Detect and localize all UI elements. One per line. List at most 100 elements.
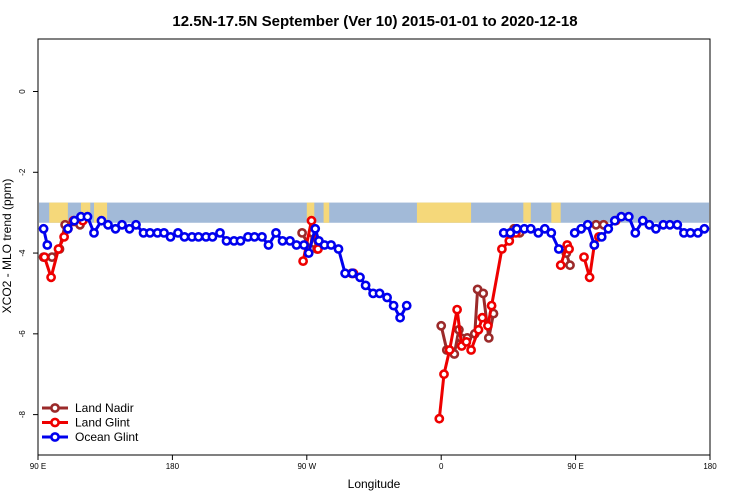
data-point-ocean-glint [63, 223, 73, 234]
data-point-ocean-glint [374, 288, 385, 299]
data-point-ocean-glint [38, 223, 49, 234]
data-point-ocean-glint [360, 280, 371, 291]
data-point-ocean-glint [637, 215, 648, 226]
data-point-ocean-glint [110, 223, 121, 234]
data-point-ocean-glint [271, 227, 281, 238]
data-point-ocean-glint [285, 235, 295, 246]
data-point-land-nadir [565, 260, 575, 271]
data-point-land-glint [452, 304, 462, 315]
data-point-ocean-glint [131, 219, 141, 230]
legend-label: Land Glint [75, 416, 130, 430]
data-point-land-glint [555, 260, 566, 271]
data-point-ocean-glint [533, 227, 544, 238]
series-line-land-glint [437, 231, 518, 419]
data-point-ocean-glint [553, 244, 564, 254]
data-point-ocean-glint [221, 235, 232, 246]
land-band-0 [49, 202, 68, 223]
data-point-land-nadir [483, 332, 494, 343]
data-point-ocean-glint [539, 223, 550, 234]
data-point-land-glint [564, 244, 574, 254]
data-point-land-nadir [591, 219, 601, 230]
data-point-ocean-glint [303, 248, 314, 258]
data-point-ocean-glint [355, 272, 365, 283]
data-point-ocean-glint [685, 227, 696, 238]
data-point-land-glint [486, 300, 497, 311]
data-point-ocean-glint [179, 231, 190, 242]
data-point-ocean-glint [310, 223, 321, 234]
legend-label: Land Nadir [75, 401, 134, 415]
data-point-ocean-glint [644, 219, 655, 230]
y-axis-label: XCO2 - MLO trend (ppm) [0, 179, 14, 314]
data-point-ocean-glint [623, 211, 634, 222]
data-point-land-glint [59, 231, 69, 242]
data-point-land-glint [306, 215, 317, 226]
data-point-ocean-glint [249, 231, 260, 242]
data-point-ocean-glint [215, 227, 225, 238]
data-point-ocean-glint [651, 223, 661, 234]
x-axis-label: Longitude [348, 477, 401, 491]
data-point-ocean-glint [124, 223, 135, 234]
data-point-ocean-glint [89, 227, 99, 238]
data-point-land-glint [584, 272, 595, 283]
y-tick-label: 0 [18, 89, 27, 94]
data-point-land-glint [39, 252, 50, 262]
plot-frame [37, 38, 711, 456]
data-point-land-glint [473, 324, 484, 335]
data-point-ocean-glint [582, 219, 593, 230]
land-band-4 [323, 202, 330, 223]
land-band-3 [306, 202, 315, 223]
data-point-ocean-glint [82, 211, 93, 222]
y-tick-label: -8 [18, 411, 27, 419]
data-point-land-nadir [436, 320, 447, 331]
data-point-land-glint [496, 244, 507, 254]
legend-item-land-nadir: Land Nadir [42, 401, 134, 415]
data-point-ocean-glint [42, 240, 53, 250]
data-point-ocean-glint [299, 240, 309, 250]
data-point-land-glint [439, 369, 449, 380]
data-point-ocean-glint [165, 231, 176, 242]
data-point-ocean-glint [511, 223, 522, 234]
data-point-land-glint [504, 235, 515, 246]
x-tick-label: 180 [166, 462, 180, 471]
x-tick-label: 0 [439, 462, 444, 471]
data-point-ocean-glint [596, 231, 607, 242]
data-series [38, 211, 710, 424]
data-point-ocean-glint [525, 223, 536, 234]
data-point-ocean-glint [395, 312, 405, 323]
land-band-7 [551, 202, 561, 223]
data-point-ocean-glint [103, 219, 113, 230]
data-point-ocean-glint [388, 300, 399, 311]
y-tick-label: -4 [18, 249, 27, 257]
data-point-ocean-glint [630, 227, 641, 238]
data-point-ocean-glint [347, 268, 358, 279]
data-point-ocean-glint [603, 223, 614, 234]
data-point-land-glint [298, 256, 308, 266]
data-point-land-glint [477, 312, 488, 323]
data-point-ocean-glint [263, 240, 274, 250]
data-point-ocean-glint [193, 231, 204, 242]
series-ocean-glint [38, 211, 710, 323]
data-point-ocean-glint [333, 244, 344, 254]
data-point-ocean-glint [382, 292, 392, 303]
chart-title: 12.5N-17.5N September (Ver 10) 2015-01-0… [172, 13, 577, 30]
x-tick-label: 90 E [567, 462, 583, 471]
x-tick-label: 90 W [297, 462, 316, 471]
ocean-band [39, 202, 709, 223]
legend-item-ocean-glint: Ocean Glint [42, 430, 139, 444]
data-point-ocean-glint [145, 227, 155, 238]
data-point-land-glint [53, 244, 64, 254]
data-point-land-glint [46, 272, 56, 283]
y-tick-label: -6 [18, 330, 27, 338]
land-band-6 [523, 202, 531, 223]
data-point-land-nadir [297, 227, 307, 238]
data-point-land-glint [466, 345, 476, 355]
data-point-ocean-glint [235, 235, 246, 246]
data-point-land-glint [444, 345, 455, 355]
legend-swatch-marker [50, 432, 60, 442]
legend-swatch-marker [50, 417, 60, 428]
data-point-land-glint [461, 336, 472, 347]
legend-swatch-marker [50, 403, 60, 413]
data-point-ocean-glint [277, 235, 288, 246]
